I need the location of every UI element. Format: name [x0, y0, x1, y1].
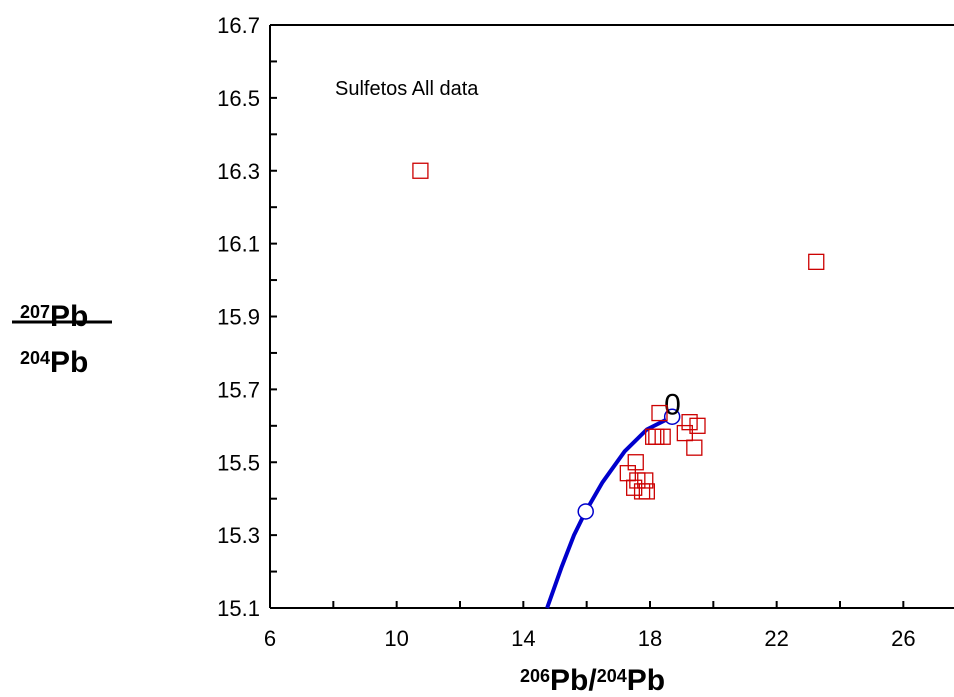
x-tick-label: 14: [511, 626, 535, 651]
y-axis-title-denominator: 204Pb: [20, 346, 88, 379]
data-point: [686, 439, 703, 456]
y-axis-title: 207Pb 204Pb: [12, 300, 112, 379]
axes: [269, 24, 954, 609]
x-tick-label: 26: [891, 626, 915, 651]
data-point: [654, 428, 671, 445]
y-axis-top-element: Pb: [50, 300, 88, 333]
y-axis-bottom-mass: 204: [20, 348, 50, 368]
data-point: [651, 404, 668, 422]
growth-curve-marker: [577, 503, 594, 520]
data-points-layer: [412, 162, 825, 500]
x-tick-label: 22: [764, 626, 788, 651]
data-point: [637, 472, 654, 489]
data-point: [627, 454, 644, 471]
data-point: [648, 428, 665, 445]
y-axis-title-numerator: 207Pb: [20, 300, 88, 333]
y-tick-label: 15.9: [217, 305, 260, 330]
y-tick-label: 16.5: [217, 86, 260, 111]
y-tick-label: 15.1: [217, 596, 260, 621]
x-axis-bottom-element: Pb: [627, 664, 665, 697]
y-tick-label: 16.3: [217, 159, 260, 184]
x-axis-bottom-mass: 204: [597, 666, 627, 686]
x-axis-slash: /: [588, 664, 597, 697]
ticks: 15.1 15.3 15.5 15.7 15.9 16.1 16.3 16.5 16.7 6 10 1…: [217, 13, 915, 651]
growth-curve-layer: 0: [545, 389, 681, 609]
x-axis-top-element: Pb: [550, 664, 588, 697]
data-point: [645, 428, 662, 445]
growth-curve-line: [545, 414, 674, 609]
y-tick-label: 16.1: [217, 232, 260, 257]
y-axis-bottom-element: Pb: [50, 346, 88, 379]
data-point: [689, 417, 706, 434]
data-point: [638, 483, 655, 500]
x-tick-label: 10: [384, 626, 408, 651]
y-tick-label: 16.7: [217, 13, 260, 38]
chart-annotation: Sulfetos All data: [335, 78, 479, 100]
y-axis-top-mass: 207: [20, 302, 50, 322]
data-point: [412, 162, 429, 179]
y-tick-label: 15.3: [217, 523, 260, 548]
x-axis-title: 206Pb/204Pb: [520, 664, 665, 697]
growth-curve-marker: [663, 408, 681, 425]
data-point: [808, 253, 825, 270]
x-tick-label: 6: [264, 626, 276, 651]
y-tick-label: 15.7: [217, 377, 260, 402]
y-tick-label: 15.5: [217, 450, 260, 475]
x-axis-top-mass: 206: [520, 666, 550, 686]
x-tick-label: 18: [638, 626, 662, 651]
growth-curve-label: 0: [664, 389, 681, 422]
